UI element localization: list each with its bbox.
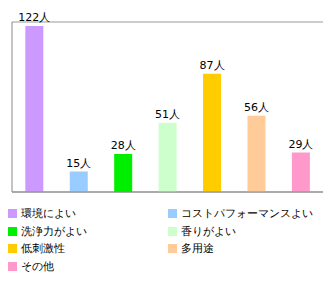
html-text:洗浄力がよい: 洗浄力がよい <box>21 224 87 238</box>
html-text:香りがよい: 香りがよい <box>181 224 236 238</box>
svg-text:15人: 15人 <box>66 157 91 170</box>
svg-text:29人: 29人 <box>288 138 313 151</box>
svg-text:87人: 87人 <box>200 59 225 72</box>
html-text:その他: その他 <box>21 259 54 273</box>
svg-text:28人: 28人 <box>111 139 136 152</box>
svg-text:122人: 122人 <box>18 11 50 24</box>
html-text:低刺激性: 低刺激性 <box>21 242 65 256</box>
html-text:コストパフォーマンスよい: コストパフォーマンスよい <box>181 207 313 221</box>
html-text:多用途: 多用途 <box>181 242 214 256</box>
html-text:環境によい: 環境によい <box>21 207 76 221</box>
svg-text:56人: 56人 <box>244 101 269 114</box>
svg-text:51人: 51人 <box>155 108 180 121</box>
